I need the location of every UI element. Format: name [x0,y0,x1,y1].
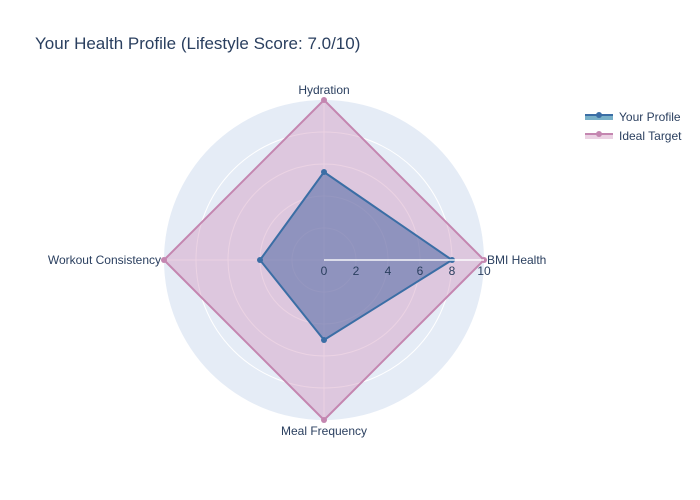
legend-item-ideal-target[interactable]: Ideal Target [584,126,694,145]
series-point-ideal-target [161,257,167,263]
radial-tick-label: 8 [449,264,456,278]
legend-label-ideal-target: Ideal Target [619,128,682,143]
legend-item-your-profile[interactable]: Your Profile [584,107,694,126]
legend-label-your-profile: Your Profile [619,109,681,124]
radial-tick-label: 6 [417,264,424,278]
radial-tick-label: 10 [477,264,491,278]
legend-swatch-ideal-target [585,130,613,139]
series-point-ideal-target [321,97,327,103]
series-point-your-profile [257,257,263,263]
legend: Your Profile Ideal Target [584,107,694,145]
category-label: BMI Health [487,253,546,267]
category-label: Workout Consistency [48,253,161,267]
series-point-your-profile [321,169,327,175]
category-label: Meal Frequency [281,424,367,438]
legend-swatch-your-profile [585,111,613,120]
category-label: Hydration [298,83,349,97]
radial-tick-label: 4 [385,264,392,278]
radial-tick-label: 0 [321,264,328,278]
radial-tick-label: 2 [353,264,360,278]
series-point-your-profile [321,337,327,343]
series-point-ideal-target [321,417,327,423]
chart-title: Your Health Profile (Lifestyle Score: 7.… [35,34,361,53]
